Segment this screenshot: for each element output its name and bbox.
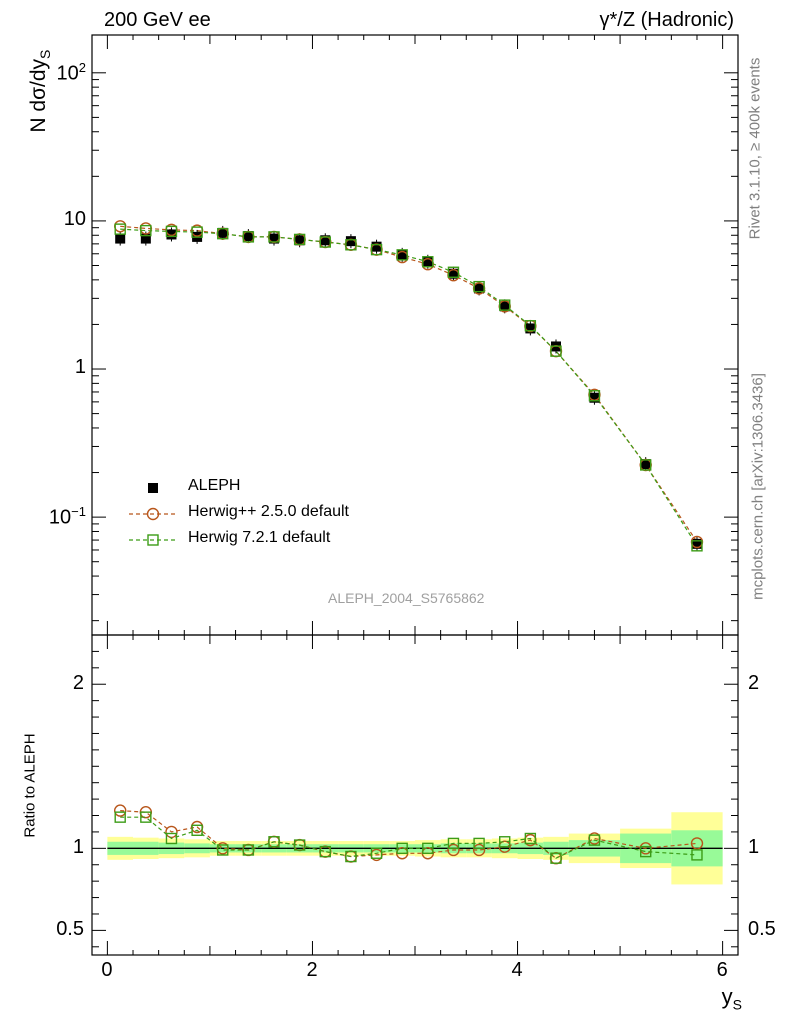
ratio-point-herwigpp [472,843,486,857]
main-panel-data [113,220,704,552]
x-tick-label: 2 [306,959,318,981]
legend-marker-aleph [148,483,158,493]
ratio-point-herwig7 [114,811,126,823]
main-point-herwig7 [268,231,280,243]
legend [129,483,177,546]
main-y-tick-base: 10 [48,506,72,529]
legend-label-herwigpp: Herwig++ 2.5.0 default [188,503,349,520]
ratio-point-herwigpp [690,837,704,850]
main-y-tick-base: 10 [63,207,86,230]
x-axis-label-text: y [721,984,733,1009]
main-point-herwig7 [345,239,357,251]
main-point-herwig7 [588,390,601,402]
legend-label-herwig7: Herwig 7.2.1 default [188,529,331,546]
main-line-herwig7 [120,228,698,547]
main-y-axis-label-sub: S [37,49,54,59]
ratio-point-herwig7 [268,836,280,848]
x-tick-label: 4 [511,959,523,981]
ratio-point-herwig7 [140,811,152,823]
ratio-y-tick-label-right: 0.5 [748,918,776,941]
ratio-point-herwig7 [473,837,485,850]
legend-marker-herwig7 [147,534,159,546]
main-point-herwig7 [242,231,255,243]
ratio-point-herwig7 [370,847,383,859]
main-point-herwig7 [293,233,306,246]
main-point-herwig7 [422,256,434,268]
ratio-point-herwig7 [550,852,562,864]
main-y-axis-label-text: N dσ/dy [26,58,50,133]
legend-marker-herwigpp [146,507,160,521]
main-point-herwig7 [370,243,383,256]
ratio-y-axis-label: Ratio to ALEPH [21,733,39,838]
x-tick-label: 6 [716,959,728,981]
ratio-panel-data [107,804,723,865]
main-y-tick-label: 10 [64,208,86,231]
main-point-herwig7 [319,236,331,248]
ratio-point-herwig7 [165,832,178,845]
ratio-line-herwig7 [120,816,698,859]
x-axis-label-sub: S [732,996,742,1013]
main-point-herwig7 [691,540,703,552]
main-y-tick-exp: −1 [71,504,86,520]
main-point-herwig7 [217,227,229,240]
ratio-point-herwig7 [293,839,306,851]
ratio-y-tick-label-left: 2 [72,672,84,695]
analysis-watermark: ALEPH_2004_S5765862 [328,590,485,606]
ratio-frame [91,634,739,956]
rivet-label: Rivet 3.1.10, ≥ 400k events [746,57,764,240]
ratio-point-herwigpp [165,825,178,839]
main-point-herwig7 [550,345,562,357]
ratio-y-tick-label-right: 1 [748,836,760,859]
x-axis-label: yS [722,984,742,1012]
plot-title-right: γ*/Z (Hadronic) [599,9,734,31]
main-point-herwig7 [640,459,652,471]
ratio-point-herwig7 [691,849,703,861]
x-tick-label: 0 [101,959,113,981]
main-point-herwig7 [447,266,460,278]
main-point-herwig7 [524,320,537,332]
ratio-point-herwig7 [588,834,601,846]
ratio-point-herwig7 [422,842,434,855]
ratio-point-herwig7 [319,845,331,858]
main-y-tick-exp: 2 [78,59,86,75]
main-point-herwig7 [165,225,178,238]
main-point-herwig7 [396,249,408,261]
ratio-point-herwig7 [217,844,229,856]
ratio-point-herwig7 [242,844,255,856]
ratio-y-tick-label-right: 2 [748,672,760,695]
ratio-y-tick-label-left: 1 [72,836,84,859]
main-point-herwig7 [140,224,152,237]
ratio-point-herwig7 [345,850,357,863]
main-point-herwig7 [473,280,485,293]
main-point-herwig7 [499,299,511,311]
main-y-tick-base: 1 [74,356,86,379]
main-y-axis-label: N dσ/dyS [27,21,53,161]
legend-label-aleph: ALEPH [188,477,241,494]
main-point-herwig7 [114,223,126,235]
ratio-point-herwig7 [447,837,460,850]
main-y-tick-label: 1 [75,356,86,379]
plot-title-left: 200 GeV ee [104,9,211,31]
main-y-tick-base: 10 [56,62,79,85]
ratio-point-herwig7 [499,836,511,848]
axes-ticks [92,35,738,955]
main-y-tick-label: 102 [57,60,86,86]
ratio-point-herwig7 [396,842,408,855]
ratio-point-herwig7 [524,832,537,845]
main-y-tick-label: 10−1 [49,504,86,530]
ratio-y-tick-label-left: 0.5 [56,918,84,941]
ratio-point-herwigpp [447,843,460,857]
ratio-point-herwig7 [191,824,203,836]
main-point-herwig7 [191,226,203,238]
mcplots-label: mcplots.cern.ch [arXiv:1306.3436] [749,373,767,600]
ratio-point-herwig7 [640,845,652,858]
ratio-point-herwigpp [113,804,127,817]
